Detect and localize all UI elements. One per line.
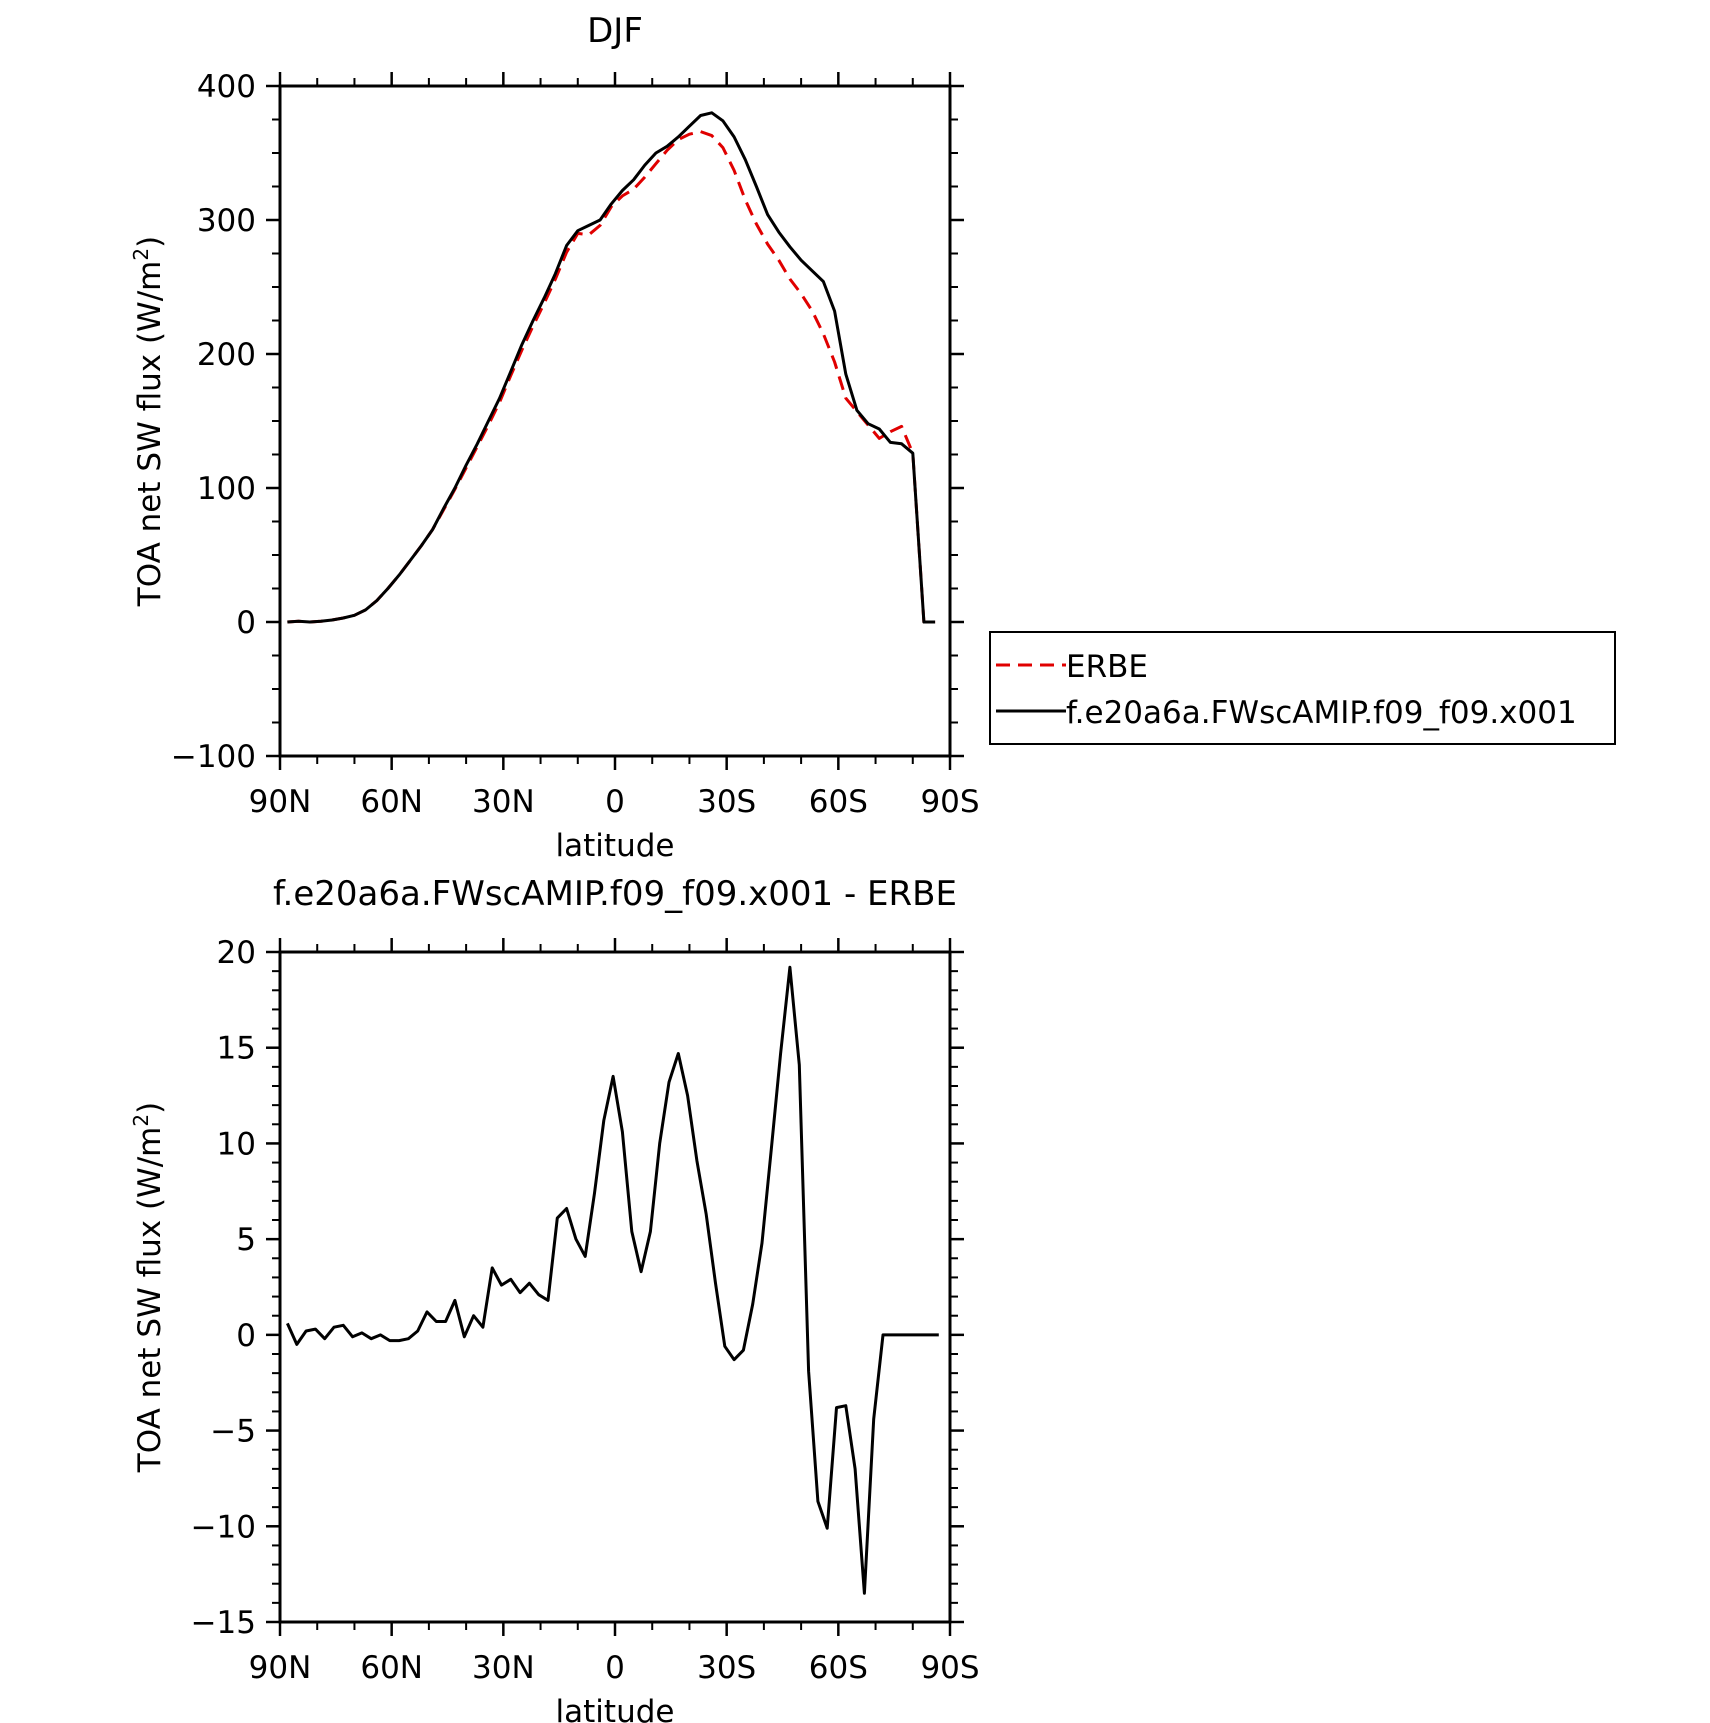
- legend-box: [989, 631, 1616, 745]
- y-tick-label: 10: [217, 1126, 256, 1162]
- x-tick-label: 30S: [697, 784, 756, 820]
- x-tick-label: 90N: [249, 784, 312, 820]
- y-tick-label: −5: [210, 1414, 256, 1450]
- x-tick-label: 60N: [360, 784, 423, 820]
- x-tick-label: 90S: [920, 1650, 979, 1686]
- chart-title: DJF: [587, 11, 643, 51]
- x-axis-label: latitude: [556, 828, 675, 864]
- x-tick-label: 60S: [809, 1650, 868, 1686]
- x-tick-label: 30N: [472, 784, 535, 820]
- y-tick-label: 5: [236, 1222, 256, 1258]
- chart-title: f.e20a6a.FWscAMIP.f09_f09.x001 - ERBE: [273, 874, 957, 914]
- legend-label-1: ERBE: [1066, 649, 1148, 685]
- y-tick-label: 0: [236, 1318, 256, 1354]
- y-tick-label: 300: [197, 203, 256, 239]
- x-tick-label: 30S: [697, 1650, 756, 1686]
- x-axis-label: latitude: [556, 1694, 675, 1723]
- top-panel-djf: DJF −100 0 100 200 300 400 90N 60N 30N 0 30S 60S 90S l…: [129, 11, 980, 864]
- series-line-2: [287, 111, 936, 624]
- y-tick-label: 0: [236, 605, 256, 641]
- x-tick-label: 0: [605, 1650, 625, 1686]
- x-tick-label: 60S: [809, 784, 868, 820]
- y-tick-label: −10: [191, 1509, 256, 1545]
- x-tick-label: 0: [605, 784, 625, 820]
- legend-label-2: f.e20a6a.FWscAMIP.f09_f09.x001: [1066, 695, 1577, 731]
- y-tick-label: 400: [197, 69, 256, 105]
- x-tick-label: 90S: [920, 784, 979, 820]
- x-tick-label: 30N: [472, 1650, 535, 1686]
- y-tick-label: −100: [171, 739, 256, 775]
- y-tick-label: 20: [217, 935, 256, 971]
- y-tick-label: 200: [197, 337, 256, 373]
- plot-frame: [278, 950, 952, 1624]
- legend: ERBE f.e20a6a.FWscAMIP.f09_f09.x001: [989, 631, 1616, 745]
- y-tick-label: −15: [191, 1605, 256, 1641]
- bottom-panel-difference: f.e20a6a.FWscAMIP.f09_f09.x001 - ERBE −15…: [129, 874, 980, 1723]
- x-tick-label: 90N: [249, 1650, 312, 1686]
- series-line-1: [286, 965, 939, 1595]
- y-tick-label: 15: [217, 1031, 256, 1067]
- y-tick-label: 100: [197, 471, 256, 507]
- plot-frame: [278, 84, 952, 758]
- x-tick-label: 60N: [360, 1650, 423, 1686]
- y-axis-label: TOA net SW flux (W/m2): [129, 1102, 168, 1473]
- y-axis-label: TOA net SW flux (W/m2): [129, 236, 168, 607]
